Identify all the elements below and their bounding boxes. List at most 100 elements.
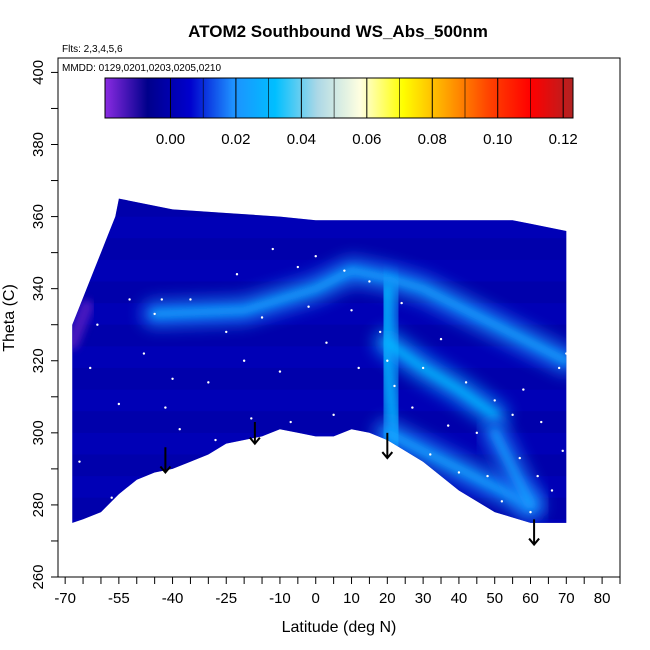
field-band: [72, 367, 567, 390]
sample-point: [164, 406, 167, 409]
sample-point: [260, 316, 264, 319]
x-tick-label: 80: [594, 590, 611, 607]
sample-point: [561, 449, 564, 453]
x-tick-label: 10: [343, 590, 360, 607]
field-feature-core: [151, 266, 567, 365]
arrow-head: [381, 451, 394, 460]
x-tick-label: 40: [451, 590, 468, 607]
colorbar-tick-label: 0.10: [483, 131, 512, 148]
sample-point: [250, 417, 253, 420]
colorbar-tick-label: 0.06: [352, 131, 381, 148]
sample-point: [457, 471, 461, 474]
colorbar-tick-label: 0.12: [549, 131, 578, 148]
sample-point: [500, 500, 504, 503]
field-band: [72, 411, 567, 433]
x-tick-label: 50: [486, 590, 503, 607]
field-band: [58, 173, 620, 195]
y-tick-label: 300: [30, 420, 47, 445]
sample-point: [160, 298, 164, 301]
sample-point: [378, 330, 382, 334]
field-band: [72, 346, 567, 368]
sample-point: [235, 273, 239, 276]
x-tick-label: 60: [522, 590, 539, 607]
colorbar-ticks: 0.00 0.02 0.04 0.06 0.08 0.10 0.12: [156, 78, 578, 148]
sample-point: [332, 413, 335, 417]
sample-point: [207, 381, 210, 384]
sample-point: [278, 370, 282, 373]
x-tick-label: -40: [162, 590, 184, 607]
sample-point: [529, 510, 532, 514]
field-band: [72, 238, 567, 260]
sample-point: [557, 366, 561, 370]
field-feature-core: [383, 429, 534, 509]
y-tick-label: 340: [30, 276, 47, 301]
sample-point: [550, 489, 554, 492]
sample-point: [96, 323, 99, 326]
field-band: [72, 324, 567, 347]
field-band: [72, 519, 567, 523]
sample-point: [411, 406, 414, 409]
sample-point: [117, 402, 121, 406]
x-tick-label: -25: [215, 590, 237, 607]
colorbar-tick-label: 0.04: [287, 131, 316, 148]
x-tick-label: 30: [415, 590, 432, 607]
x-tick-label: -10: [269, 590, 291, 607]
sample-point: [350, 309, 353, 312]
date-annotation: MMDD: 0129,0201,0203,0205,0210: [62, 63, 221, 74]
sample-point: [439, 337, 443, 341]
sample-point: [289, 420, 292, 424]
y-tick-label: 380: [30, 132, 47, 157]
sample-point: [522, 388, 525, 391]
field-band: [72, 454, 567, 477]
sample-point: [242, 359, 246, 362]
field-band: [72, 216, 567, 239]
sample-point: [446, 424, 450, 427]
sample-point: [314, 255, 317, 258]
sample-point: [357, 366, 360, 370]
colorbar-tick-label: 0.00: [156, 131, 185, 148]
arrows: [159, 422, 540, 547]
field-band: [72, 432, 567, 455]
sample-point: [89, 366, 92, 370]
sample-point: [225, 330, 228, 334]
colorbar-tick-label: 0.08: [418, 131, 447, 148]
sample-point: [386, 359, 389, 362]
arrow-head: [159, 465, 172, 475]
sample-point: [536, 474, 539, 478]
sample-point: [393, 384, 396, 388]
arrow-head: [249, 437, 261, 446]
field-layer: [58, 173, 620, 523]
y-axis: 260 280 300 320 340 360 380 400: [30, 60, 58, 590]
sample-point: [429, 453, 432, 456]
negative-patch: [72, 299, 94, 350]
field-feature-core: [491, 429, 534, 509]
sample-point: [142, 352, 146, 355]
sample-point: [486, 474, 489, 478]
sample-points: [78, 247, 568, 514]
sample-point: [178, 428, 181, 431]
field-band: [72, 198, 567, 217]
y-tick-label: 360: [30, 204, 47, 229]
sample-point: [518, 456, 521, 460]
x-tick-label: 70: [558, 590, 575, 607]
sample-point: [271, 247, 274, 251]
sample-point: [400, 301, 403, 305]
flights-annotation: Flts: 2,3,4,5,6: [62, 44, 123, 55]
y-tick-label: 320: [30, 348, 47, 373]
sample-point: [128, 298, 131, 301]
colorbar-tick-label: 0.02: [221, 131, 250, 148]
sample-point: [475, 431, 479, 435]
arrow-head: [528, 537, 540, 547]
sample-point: [325, 341, 328, 344]
field-feature-core: [383, 339, 499, 419]
sample-point: [171, 377, 174, 380]
sample-point: [368, 280, 371, 283]
sample-point: [110, 496, 113, 499]
x-axis: -70 -55 -40 -25 -10 0 10 20 30 40 50 60 70 80: [54, 577, 621, 607]
sample-point: [511, 413, 514, 417]
sample-point: [540, 420, 543, 424]
y-tick-label: 280: [30, 492, 47, 517]
sample-point: [307, 305, 310, 308]
sample-point: [464, 381, 468, 384]
